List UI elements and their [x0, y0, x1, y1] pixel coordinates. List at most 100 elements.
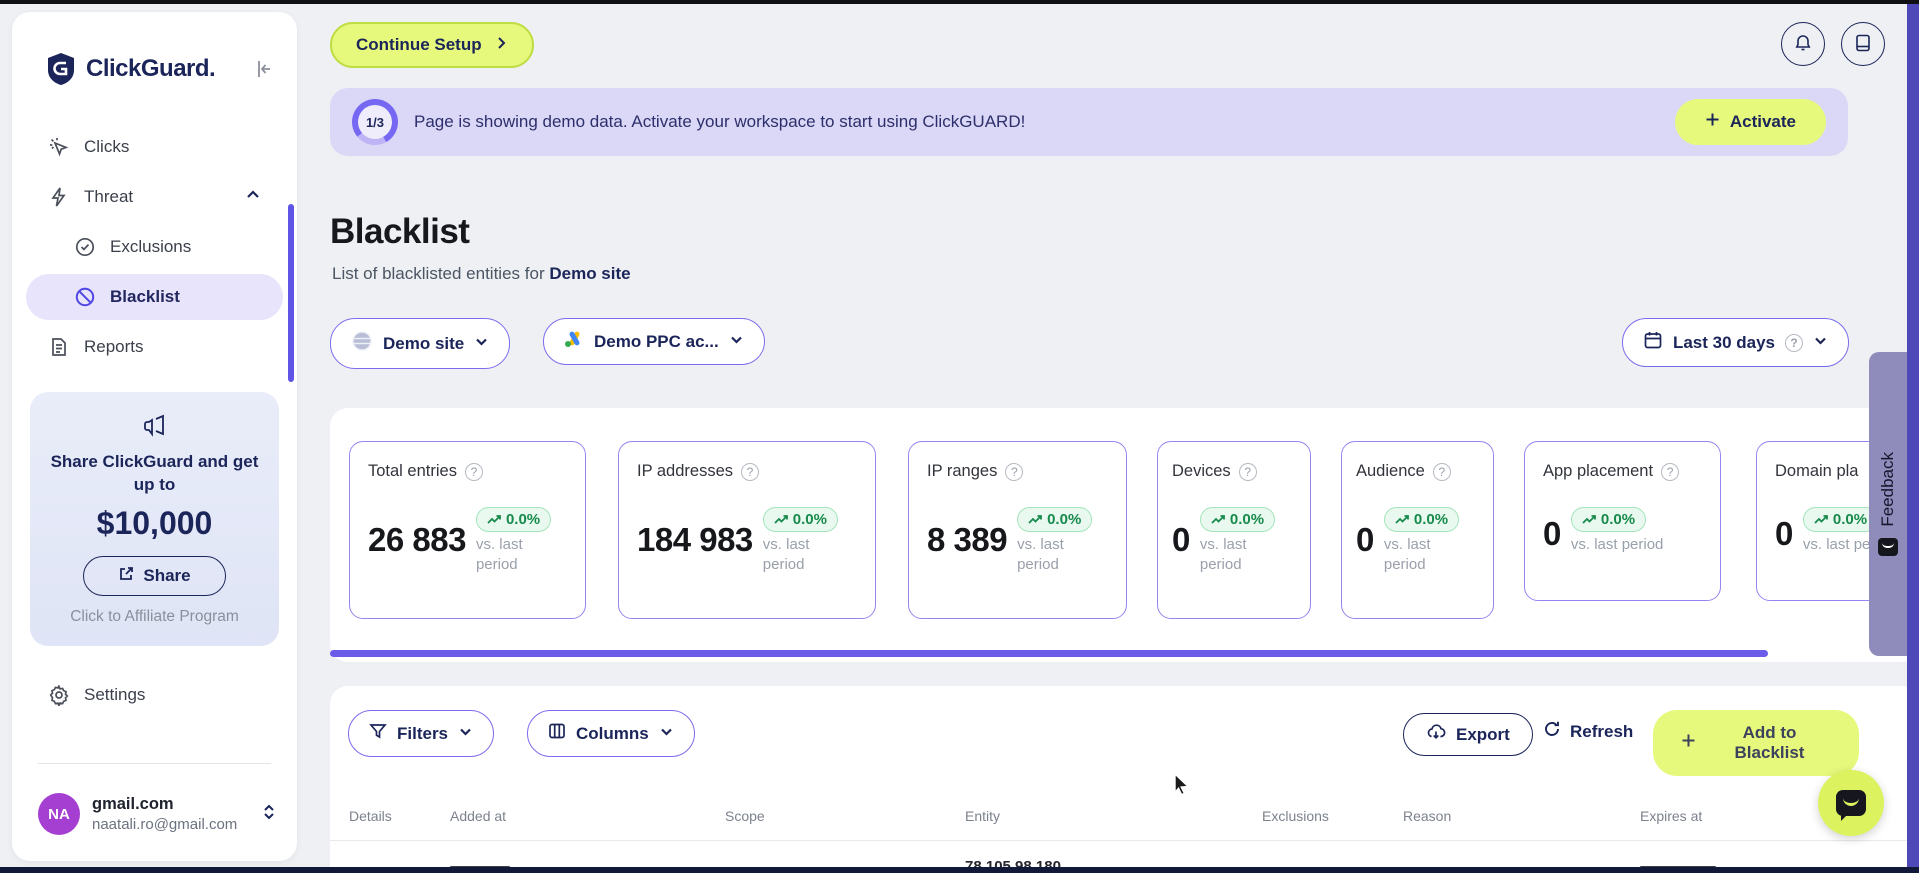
- add-to-blacklist-button[interactable]: Add to Blacklist: [1653, 710, 1859, 776]
- date-range-label: Last 30 days: [1672, 332, 1775, 352]
- feedback-tab[interactable]: Feedback: [1869, 352, 1907, 656]
- export-button[interactable]: Export: [1403, 713, 1533, 756]
- sidebar-item-blacklist[interactable]: Blacklist: [26, 274, 283, 320]
- sidebar-item-clicks[interactable]: Clicks: [26, 124, 283, 170]
- export-label: Export: [1456, 724, 1510, 744]
- sidebar-collapse-button[interactable]: [253, 58, 275, 80]
- book-icon: [1854, 33, 1872, 56]
- column-header-expires-at[interactable]: Expires at: [1640, 808, 1703, 824]
- stat-delta: 0.0%: [1600, 511, 1636, 528]
- globe-icon: [351, 330, 373, 357]
- help-icon[interactable]: ?: [464, 462, 483, 481]
- column-header-added-at[interactable]: Added at: [450, 808, 507, 824]
- chevron-up-icon[interactable]: [245, 187, 261, 208]
- main-content: Continue Setup 1/3 Page is showing demo …: [330, 0, 1919, 873]
- sidebar-scrollbar[interactable]: [288, 204, 294, 382]
- columns-button[interactable]: Columns: [527, 710, 695, 757]
- sidebar-item-threat[interactable]: Threat: [26, 174, 283, 220]
- activate-label: Activate: [1729, 112, 1796, 131]
- help-icon[interactable]: ?: [1238, 462, 1257, 481]
- trend-up-icon: [1028, 514, 1042, 524]
- sidebar-nav: Clicks Threat Exclusions: [12, 124, 297, 370]
- refresh-button[interactable]: Refresh: [1543, 720, 1633, 743]
- user-menu[interactable]: NA gmail.com naatali.ro@gmail.com: [38, 793, 277, 835]
- stat-delta: 0.0%: [505, 511, 541, 528]
- trend-up-icon: [774, 514, 788, 524]
- avatar: NA: [38, 793, 80, 835]
- continue-setup-button[interactable]: Continue Setup: [330, 22, 534, 68]
- chevron-right-icon: [494, 35, 508, 55]
- banner-message: Page is showing demo data. Activate your…: [414, 112, 1026, 131]
- plus-icon: [1681, 733, 1696, 753]
- column-header-reason[interactable]: Reason: [1403, 808, 1452, 824]
- site-selector[interactable]: Demo site: [330, 318, 511, 369]
- trend-up-icon: [1211, 514, 1225, 524]
- chevron-down-icon: [474, 334, 489, 354]
- site-selector-label: Demo site: [383, 333, 465, 353]
- logo-text: ClickGuard.: [86, 55, 216, 82]
- clickguard-logo-icon: [46, 52, 76, 86]
- trend-up-icon: [487, 514, 501, 524]
- feedback-label: Feedback: [1878, 451, 1897, 527]
- stat-vs-label: vs. last period: [1383, 536, 1431, 573]
- column-header-scope[interactable]: Scope: [725, 808, 765, 824]
- stat-label: IP addresses: [637, 462, 734, 480]
- share-button-label: Share: [143, 565, 191, 585]
- notifications-button[interactable]: [1781, 22, 1825, 66]
- trend-up-icon: [1814, 514, 1828, 524]
- stat-card-devices: Devices? 0 0.0% vs. last period: [1157, 441, 1311, 619]
- stat-value: 0: [1543, 515, 1561, 552]
- stat-vs-label: vs. last period: [1017, 536, 1064, 573]
- trend-up-icon: [1582, 514, 1596, 524]
- stats-panel: Total entries? 26 883 0.0% vs. last peri…: [330, 408, 1919, 662]
- stat-card-ip-addresses: IP addresses? 184 983 0.0% vs. last peri…: [618, 441, 876, 619]
- stat-label: Devices: [1172, 462, 1231, 480]
- stat-label: IP ranges: [927, 462, 998, 480]
- sidebar-item-settings[interactable]: Settings: [26, 672, 283, 718]
- column-header-details[interactable]: Details: [349, 808, 392, 824]
- stats-horizontal-scrollbar[interactable]: [330, 650, 1768, 657]
- sidebar-item-exclusions[interactable]: Exclusions: [26, 224, 283, 270]
- promo-text: Share ClickGuard and get up to: [50, 452, 259, 494]
- table-header-divider: [330, 840, 1919, 841]
- refresh-label: Refresh: [1570, 721, 1634, 741]
- stat-delta: 0.0%: [1413, 511, 1449, 528]
- stat-vs-label: vs. last period: [1199, 536, 1247, 573]
- window-bottom-edge: [0, 867, 1919, 873]
- page-subtitle-target: Demo site: [549, 264, 631, 283]
- page-subtitle-text: List of blacklisted entities for: [332, 264, 545, 283]
- activate-button[interactable]: Activate: [1674, 99, 1826, 145]
- setup-progress-label: 1/3: [365, 114, 385, 130]
- ppc-account-selector[interactable]: Demo PPC ac...: [543, 318, 765, 365]
- trend-up-icon: [1395, 514, 1409, 524]
- settings-label: Settings: [84, 684, 146, 704]
- sidebar-item-label: Threat: [84, 187, 134, 206]
- chat-launcher-button[interactable]: [1818, 770, 1884, 836]
- stat-value: 0: [1172, 521, 1190, 558]
- columns-label: Columns: [576, 723, 649, 743]
- logo-row: ClickGuard.: [12, 12, 297, 96]
- chevron-up-down-icon: [261, 802, 277, 827]
- sidebar-item-reports[interactable]: Reports: [26, 324, 283, 370]
- plus-icon: [1705, 112, 1720, 132]
- feedback-chat-icon: [1878, 538, 1898, 557]
- badge-check-icon: [74, 236, 96, 258]
- help-icon[interactable]: ?: [1661, 462, 1680, 481]
- filters-button[interactable]: Filters: [348, 710, 495, 757]
- chevron-down-icon: [729, 332, 744, 352]
- sidebar-divider: [38, 763, 271, 764]
- docs-button[interactable]: [1841, 22, 1885, 66]
- help-icon[interactable]: ?: [741, 462, 760, 481]
- column-header-entity[interactable]: Entity: [965, 808, 1001, 824]
- refresh-icon: [1543, 720, 1561, 743]
- add-to-blacklist-label: Add to Blacklist: [1734, 723, 1805, 762]
- date-range-selector[interactable]: Last 30 days ?: [1621, 318, 1849, 367]
- stat-card-ip-ranges: IP ranges? 8 389 0.0% vs. last period: [908, 441, 1127, 619]
- sidebar-item-label: Blacklist: [110, 287, 180, 306]
- column-header-exclusions[interactable]: Exclusions: [1262, 808, 1329, 824]
- affiliate-promo-card[interactable]: Share ClickGuard and get up to $10,000 S…: [30, 392, 279, 646]
- promo-footnote: Click to Affiliate Program: [70, 607, 239, 625]
- help-icon[interactable]: ?: [1005, 462, 1024, 481]
- help-icon[interactable]: ?: [1432, 462, 1451, 481]
- share-button[interactable]: Share: [83, 555, 226, 596]
